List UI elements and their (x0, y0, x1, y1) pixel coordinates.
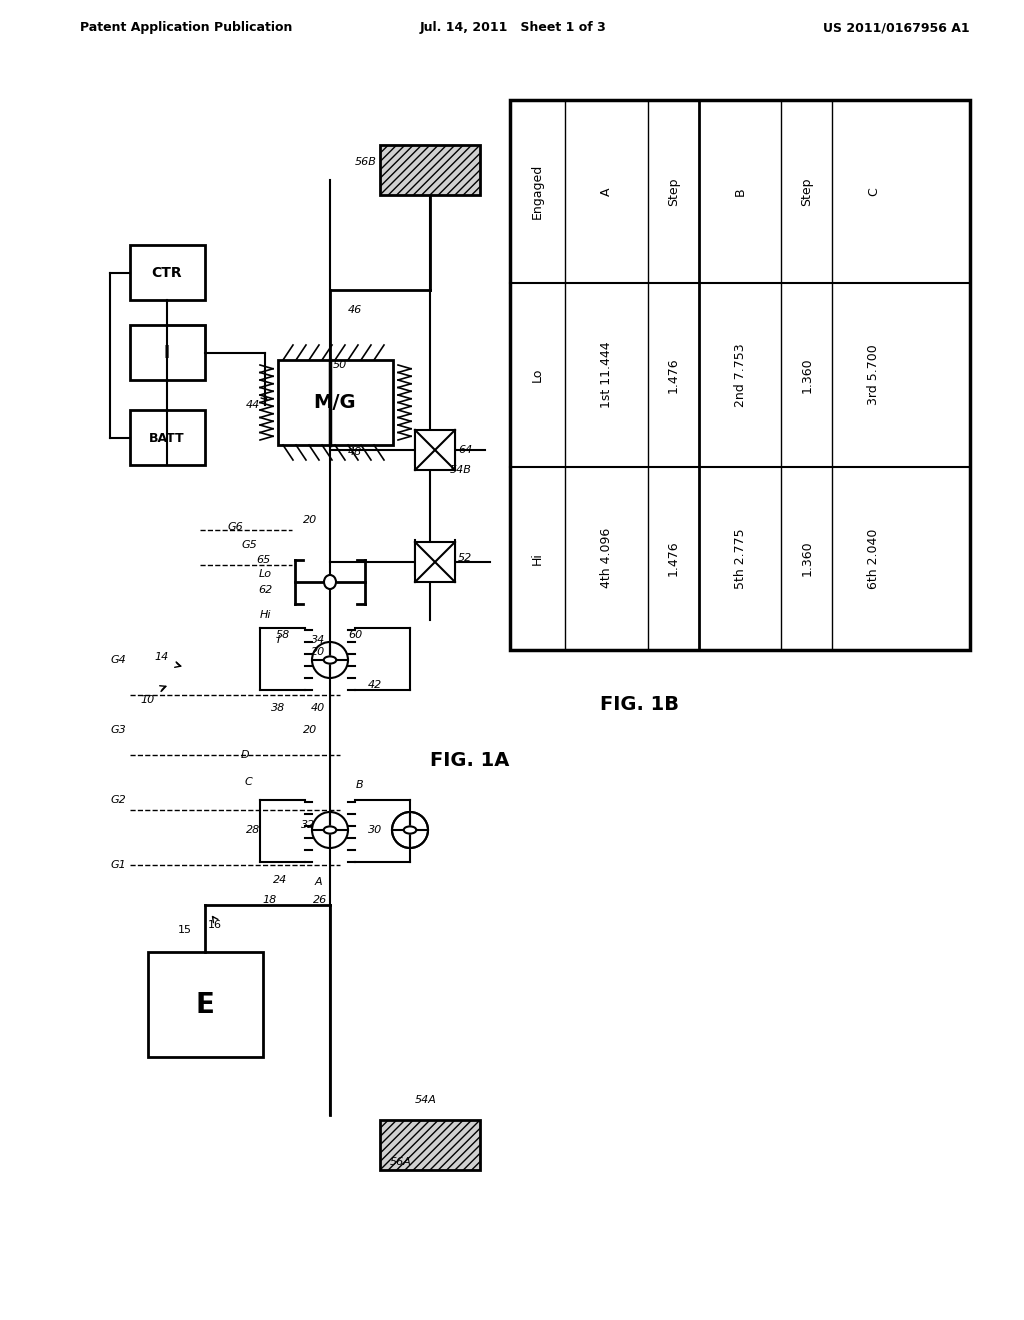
Text: G2: G2 (111, 795, 126, 805)
Text: I: I (164, 345, 170, 362)
Text: 52: 52 (458, 553, 472, 564)
Text: Step: Step (800, 177, 813, 206)
Ellipse shape (324, 576, 336, 589)
Bar (278, 360, 393, 445)
Text: Jul. 14, 2011   Sheet 1 of 3: Jul. 14, 2011 Sheet 1 of 3 (420, 21, 607, 34)
Bar (380, 1119, 480, 1170)
Ellipse shape (324, 656, 336, 664)
Text: I: I (276, 635, 280, 645)
Text: 1.360: 1.360 (800, 540, 813, 576)
Text: C: C (244, 777, 252, 787)
Text: 32: 32 (301, 820, 315, 830)
Text: 10: 10 (141, 696, 155, 705)
Text: G6: G6 (227, 521, 243, 532)
Text: 44: 44 (246, 400, 260, 411)
Text: 56A: 56A (390, 1158, 412, 1167)
Text: 4th 4.096: 4th 4.096 (600, 528, 613, 589)
Text: B: B (733, 187, 746, 195)
Text: 46: 46 (348, 305, 362, 315)
Bar (415, 543, 455, 582)
Text: C: C (867, 187, 880, 197)
Text: 3rd 5.700: 3rd 5.700 (867, 345, 880, 405)
Bar (510, 100, 970, 649)
Text: G4: G4 (111, 655, 126, 665)
Text: 34: 34 (311, 635, 326, 645)
Text: FIG. 1B: FIG. 1B (600, 696, 680, 714)
Text: B: B (356, 780, 364, 789)
Text: 30: 30 (368, 825, 382, 836)
Text: G1: G1 (111, 861, 126, 870)
Text: Lo: Lo (531, 368, 544, 383)
Text: 1.476: 1.476 (667, 358, 680, 393)
Text: 54A: 54A (415, 1096, 437, 1105)
Text: M/G: M/G (313, 393, 356, 412)
Text: A: A (314, 876, 322, 887)
Text: 2nd 7.753: 2nd 7.753 (733, 343, 746, 407)
Text: CTR: CTR (152, 267, 182, 280)
Text: BATT: BATT (150, 432, 184, 445)
Text: 20: 20 (303, 725, 317, 735)
Text: A: A (600, 187, 613, 195)
Text: 6th 2.040: 6th 2.040 (867, 528, 880, 589)
Text: 42: 42 (368, 680, 382, 690)
Text: 1.360: 1.360 (800, 358, 813, 393)
Text: 26: 26 (313, 895, 327, 906)
Text: 64: 64 (458, 445, 472, 455)
Text: 38: 38 (271, 704, 285, 713)
Text: G5: G5 (241, 540, 257, 550)
Text: 1.476: 1.476 (667, 540, 680, 576)
Text: 18: 18 (263, 895, 278, 906)
Text: 50: 50 (333, 360, 347, 370)
Text: Engaged: Engaged (531, 164, 544, 219)
Text: 56B: 56B (355, 157, 377, 168)
Text: 40: 40 (311, 704, 326, 713)
Bar (148, 952, 263, 1057)
Text: Lo: Lo (258, 569, 271, 579)
Text: Hi: Hi (531, 552, 544, 565)
Text: 28: 28 (246, 825, 260, 836)
Bar (415, 430, 455, 470)
Text: D: D (241, 750, 249, 760)
Text: 54B: 54B (450, 465, 472, 475)
Text: Hi: Hi (259, 610, 270, 620)
Text: 62: 62 (258, 585, 272, 595)
Text: 58: 58 (275, 630, 290, 640)
Ellipse shape (403, 826, 417, 834)
Bar (130, 325, 205, 380)
Bar (130, 411, 205, 465)
Text: Step: Step (667, 177, 680, 206)
Ellipse shape (324, 826, 336, 834)
Text: 20: 20 (303, 515, 317, 525)
Text: 14: 14 (155, 652, 169, 663)
Text: 5th 2.775: 5th 2.775 (733, 528, 746, 589)
Text: G3: G3 (111, 725, 126, 735)
Text: FIG. 1A: FIG. 1A (430, 751, 509, 770)
Text: 20: 20 (311, 647, 326, 657)
Bar (130, 246, 205, 300)
Text: E: E (196, 991, 214, 1019)
Text: 65: 65 (256, 554, 270, 565)
Text: 1st 11.444: 1st 11.444 (600, 342, 613, 408)
Text: 15: 15 (178, 925, 193, 935)
Text: 16: 16 (208, 920, 222, 931)
Text: 24: 24 (272, 875, 287, 884)
Text: Patent Application Publication: Patent Application Publication (80, 21, 293, 34)
Text: 48: 48 (348, 447, 362, 457)
Text: US 2011/0167956 A1: US 2011/0167956 A1 (823, 21, 970, 34)
Bar (380, 145, 480, 195)
Text: 60: 60 (348, 630, 362, 640)
